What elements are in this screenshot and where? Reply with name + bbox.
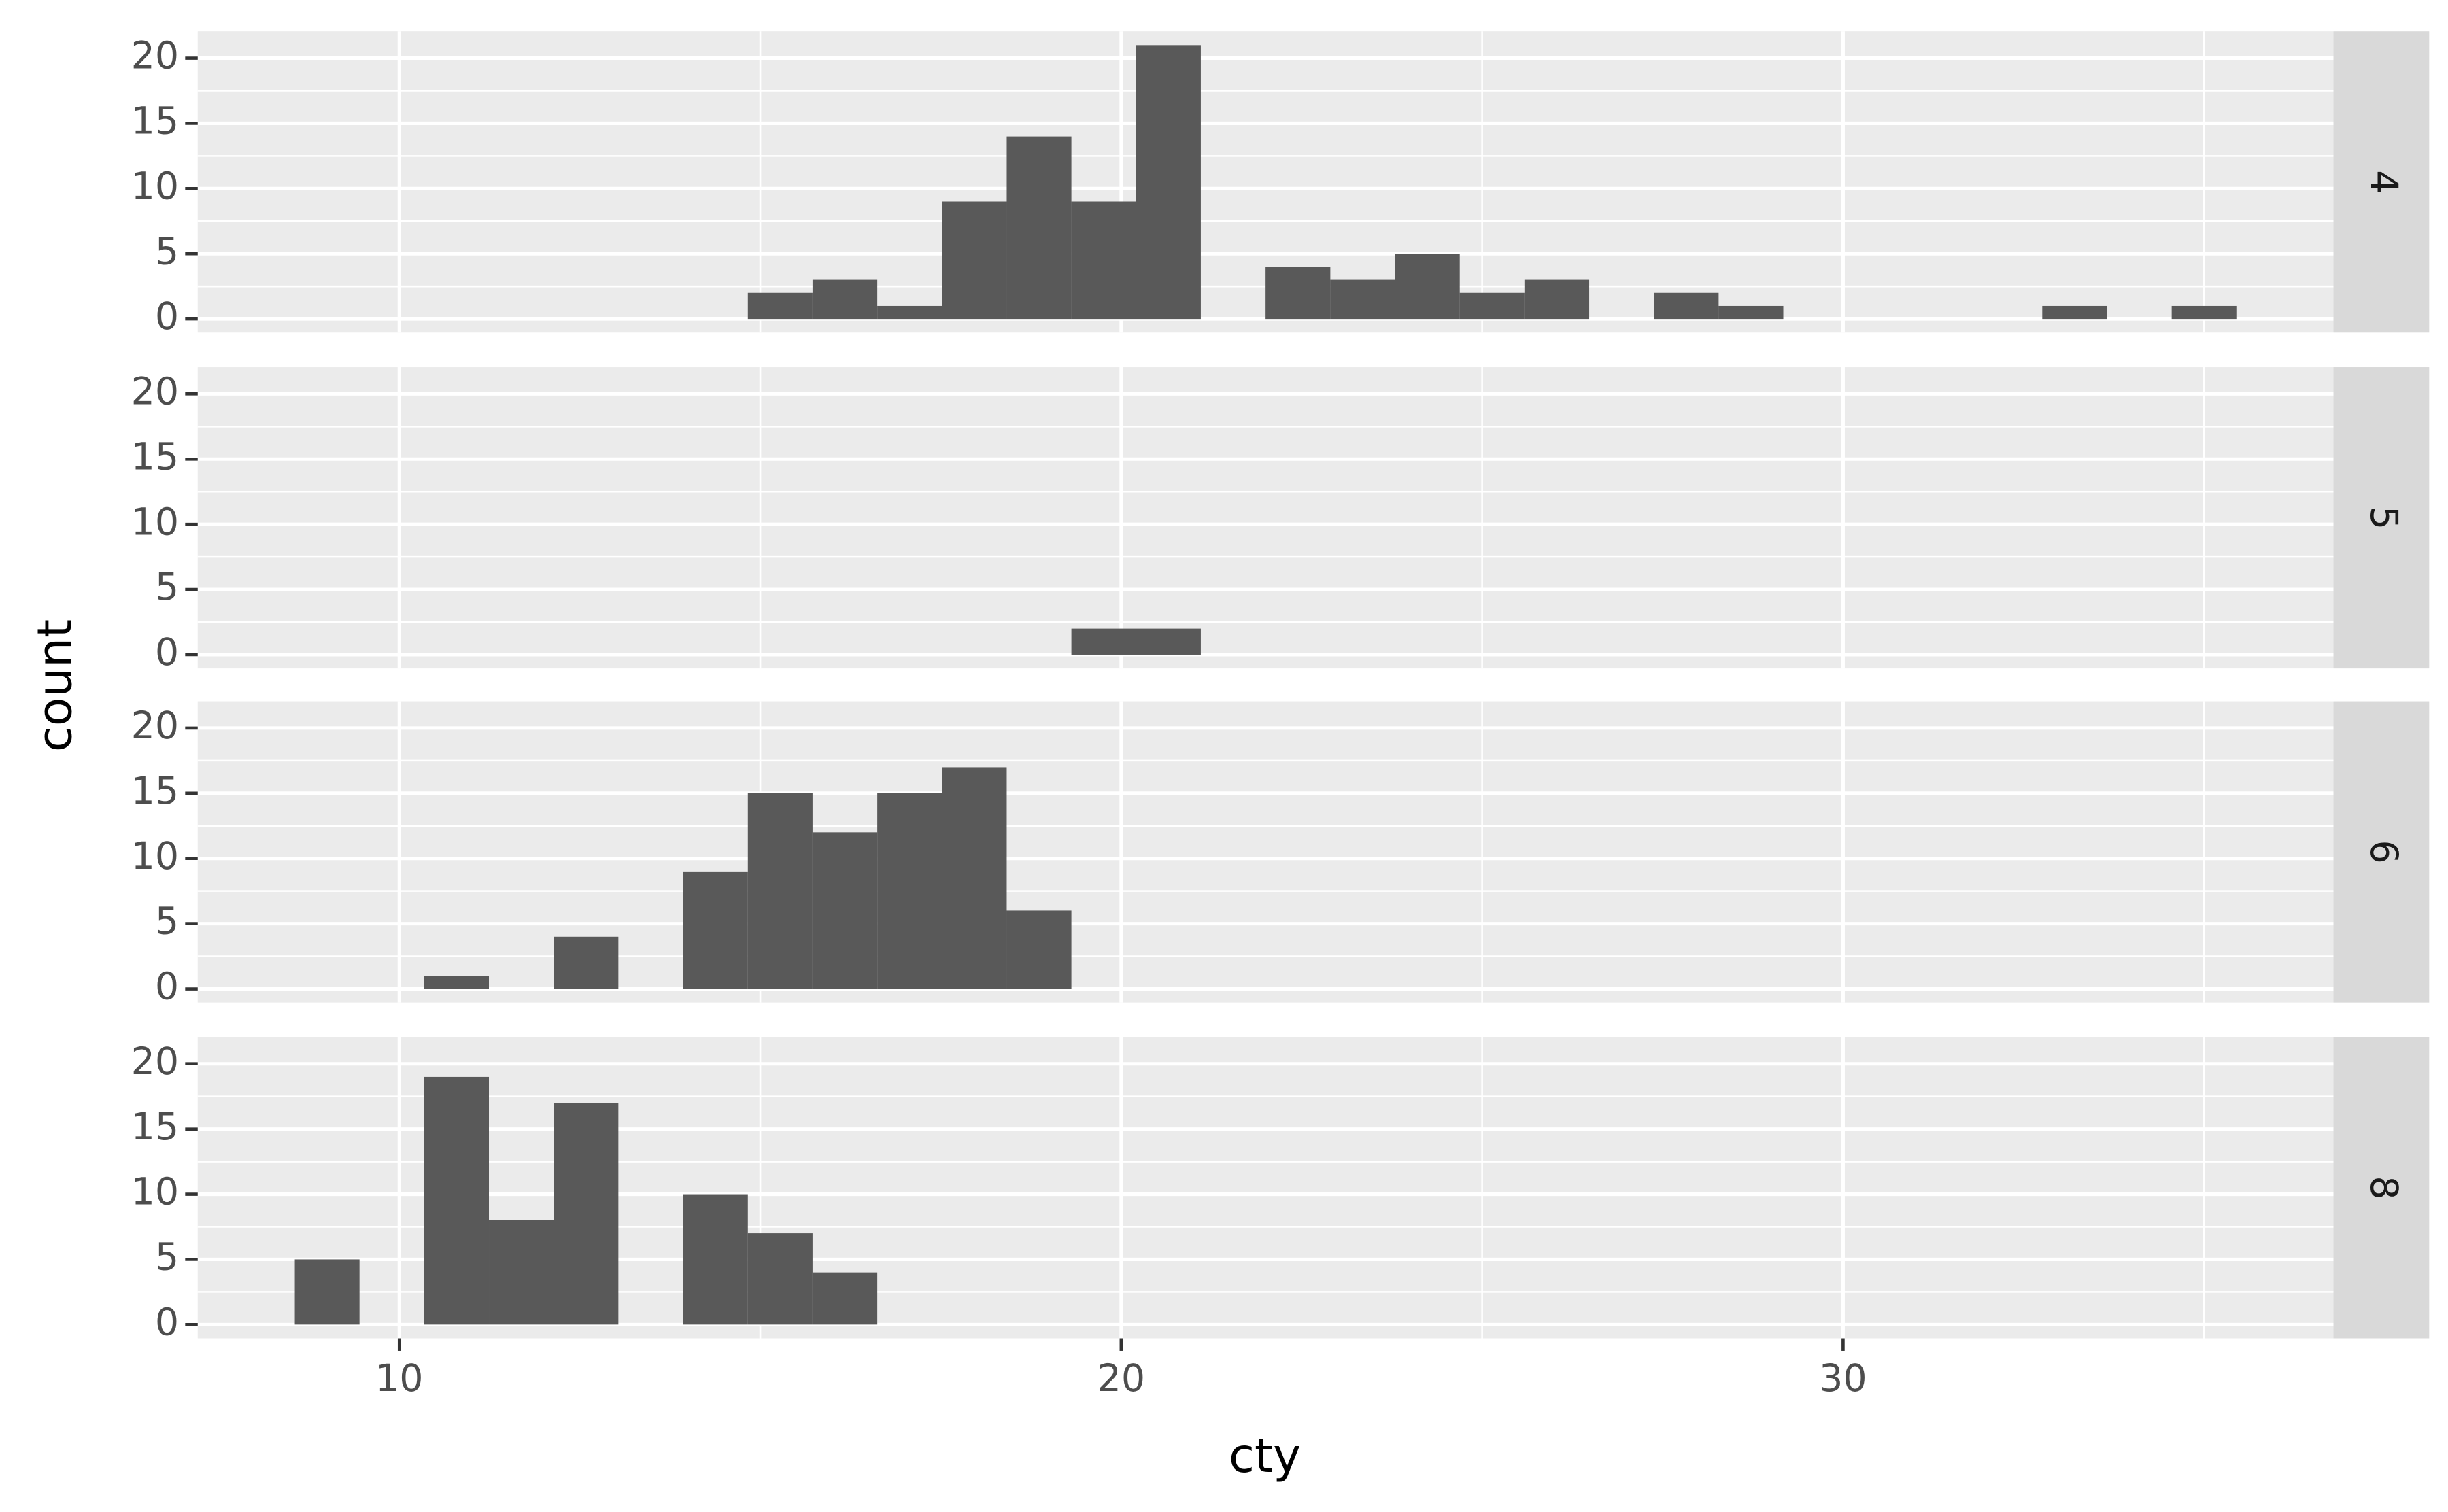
x-tick-label: 10: [375, 1357, 423, 1401]
histogram-bar: [683, 871, 748, 989]
y-tick-label: 0: [155, 631, 179, 674]
histogram-bar: [747, 292, 813, 320]
histogram-bar: [1006, 136, 1072, 320]
panel-background: [197, 701, 2334, 1003]
x-tick-label: 30: [1819, 1357, 1867, 1401]
histogram-bar: [877, 793, 942, 989]
histogram-bar: [812, 832, 878, 989]
y-tick-label: 15: [131, 1105, 179, 1149]
histogram-bar: [1006, 910, 1072, 989]
y-tick-label: 20: [131, 1040, 179, 1084]
panel-background: [197, 367, 2334, 669]
strip-background: [2333, 367, 2430, 669]
histogram-bar: [942, 201, 1007, 320]
histogram-bar: [1071, 628, 1136, 655]
y-tick-label: 5: [155, 566, 179, 609]
strip-label: 6: [2362, 840, 2405, 863]
y-tick-label: 20: [131, 370, 179, 413]
histogram-bar: [1265, 267, 1331, 320]
x-tick-label: 20: [1098, 1357, 1145, 1401]
x-axis-title: cty: [1229, 1429, 1301, 1483]
histogram-bar: [1524, 279, 1590, 320]
y-tick-label: 20: [131, 704, 179, 748]
histogram-bar: [812, 279, 878, 320]
histogram-bar: [1136, 45, 1201, 320]
strip-label: 5: [2362, 506, 2405, 530]
histogram-bar: [747, 1233, 813, 1325]
y-tick-label: 0: [155, 295, 179, 339]
histogram-bar: [1395, 254, 1460, 320]
y-tick-label: 5: [155, 1236, 179, 1279]
histogram-bar: [424, 1076, 490, 1325]
y-tick-label: 5: [155, 230, 179, 273]
histogram-bar: [1330, 279, 1395, 320]
histogram-bar: [1654, 292, 1719, 320]
y-tick-label: 5: [155, 900, 179, 944]
y-tick-label: 15: [131, 100, 179, 143]
histogram-bar: [489, 1220, 554, 1325]
strip-background: [2333, 1037, 2430, 1339]
histogram-bar: [554, 936, 619, 989]
y-tick-label: 10: [131, 165, 179, 208]
histogram-bar: [1071, 201, 1136, 320]
strip-background: [2333, 701, 2430, 1003]
histogram-bar: [877, 305, 942, 320]
y-tick-label: 0: [155, 1301, 179, 1344]
histogram-bar: [683, 1194, 748, 1325]
y-tick-label: 10: [131, 1171, 179, 1214]
strip-background: [2333, 31, 2430, 333]
histogram-bar: [424, 976, 490, 989]
strip-label: 8: [2362, 1175, 2405, 1199]
strip-label: 4: [2362, 170, 2405, 194]
histogram-bar: [2042, 305, 2107, 320]
y-tick-label: 10: [131, 835, 179, 878]
y-tick-label: 20: [131, 35, 179, 78]
y-tick-label: 10: [131, 500, 179, 544]
y-tick-label: 15: [131, 435, 179, 479]
histogram-bar: [812, 1272, 878, 1325]
histogram-bar: [1718, 305, 1784, 320]
histogram-bar: [747, 793, 813, 989]
histogram-bar: [942, 767, 1007, 989]
histogram-bar: [554, 1103, 619, 1325]
histogram-bar: [294, 1259, 360, 1325]
y-tick-label: 15: [131, 770, 179, 813]
histogram-bar: [1136, 628, 1201, 655]
y-axis-title: count: [28, 619, 82, 752]
histogram-bar: [2171, 305, 2237, 320]
y-tick-label: 0: [155, 965, 179, 1009]
histogram-bar: [1459, 292, 1525, 320]
